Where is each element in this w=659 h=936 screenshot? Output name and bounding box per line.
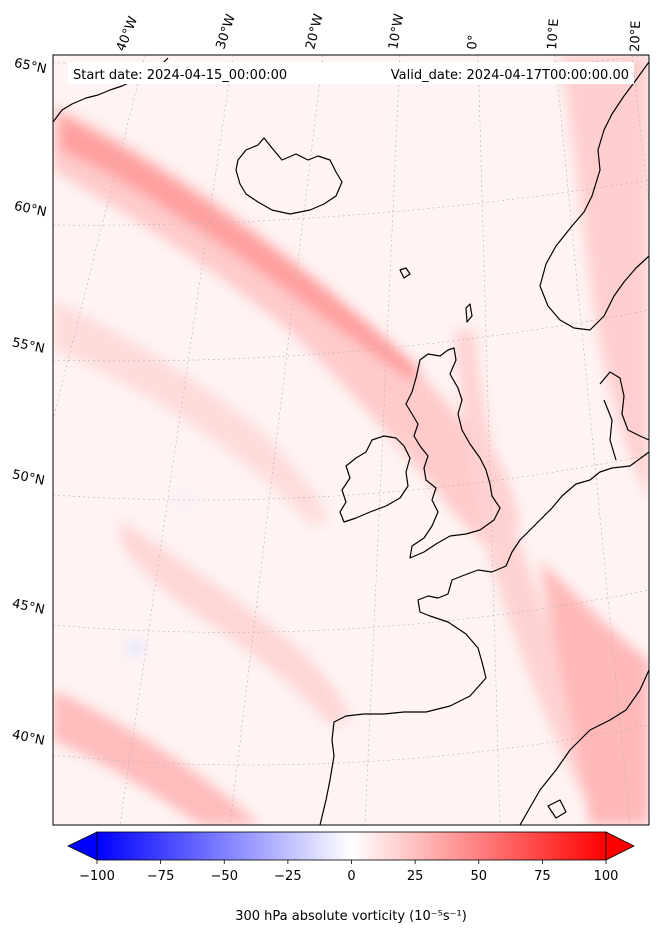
lat-label-50n: 50°N bbox=[11, 467, 46, 488]
colorbar-tick-label: 100 bbox=[594, 869, 619, 884]
colorbar-gradient bbox=[96, 831, 607, 861]
vorticity-band-southwest bbox=[53, 690, 260, 825]
map-frame bbox=[52, 54, 650, 826]
coastline-denmark bbox=[599, 371, 649, 461]
graticule-meridian-10e bbox=[554, 55, 631, 825]
vorticity-field bbox=[53, 55, 649, 825]
lon-label-0: 0° bbox=[465, 34, 481, 50]
graticule-meridian-10w bbox=[364, 55, 401, 825]
colorbar-tick-label: −50 bbox=[211, 869, 238, 884]
lat-label-65n: 65°N bbox=[13, 56, 48, 77]
colorbar-tick-label: −25 bbox=[274, 869, 301, 884]
start-date-label: Start date: 2024-04-15_00:00:00 bbox=[73, 68, 287, 83]
colorbar-tick-label: 25 bbox=[407, 869, 424, 884]
valid-date-label: Valid_date: 2024-04-17T00:00:00.00 bbox=[391, 68, 629, 83]
lat-label-60n: 60°N bbox=[13, 199, 48, 220]
vorticity-band-central bbox=[120, 520, 350, 725]
vorticity-band-northeast bbox=[560, 55, 649, 500]
colorbar-ticks: −100 −75 −50 −25 0 25 50 75 100 bbox=[79, 860, 618, 884]
lon-label-20w: 20°W bbox=[303, 12, 326, 51]
vorticity-band-core bbox=[60, 115, 420, 380]
lat-label-40n: 40°N bbox=[11, 727, 46, 748]
date-header-box bbox=[68, 62, 634, 84]
coastline-great-britain bbox=[405, 347, 501, 559]
coastline-faroe bbox=[399, 267, 411, 279]
colorbar-tick-label: −100 bbox=[79, 869, 115, 884]
graticule-meridian-20w bbox=[229, 55, 324, 825]
graticule bbox=[53, 55, 649, 825]
coastline-shetland bbox=[465, 303, 473, 323]
lat-label-45n: 45°N bbox=[11, 596, 46, 617]
longitude-labels: 40°W 30°W 20°W 10°W 0° 10°E 20°E bbox=[114, 12, 644, 53]
colorbar-tick-label: 75 bbox=[534, 869, 551, 884]
coastline-corsica bbox=[547, 799, 567, 819]
coastline-continent bbox=[417, 451, 649, 679]
coastline-iberia bbox=[319, 669, 649, 825]
coastline-iceland bbox=[235, 137, 343, 215]
colorbar-extend-min bbox=[67, 831, 98, 861]
vorticity-band-west bbox=[53, 300, 330, 525]
vorticity-negative-patch-2 bbox=[177, 496, 193, 504]
map-area bbox=[53, 55, 649, 825]
coastline-norway bbox=[539, 61, 649, 331]
vorticity-band-main bbox=[53, 105, 520, 560]
coastline-ireland bbox=[339, 435, 411, 523]
lon-label-40w: 40°W bbox=[114, 14, 141, 53]
colorbar-label: 300 hPa absolute vorticity (10⁻⁵s⁻¹) bbox=[235, 909, 467, 924]
graticule-meridian-0 bbox=[477, 55, 501, 825]
colorbar: −100 −75 −50 −25 0 25 50 75 100 300 hPa absolute… bbox=[67, 831, 635, 924]
lon-label-20e: 20°E bbox=[628, 20, 644, 52]
colorbar-tick-label: 0 bbox=[347, 869, 355, 884]
lon-label-10e: 10°E bbox=[545, 18, 562, 50]
colorbar-extend-max bbox=[605, 831, 635, 861]
lat-label-55n: 55°N bbox=[11, 335, 46, 356]
coastlines bbox=[53, 57, 649, 825]
lon-label-10w: 10°W bbox=[386, 13, 407, 51]
colorbar-tick-label: 50 bbox=[470, 869, 487, 884]
vorticity-band-iberia bbox=[540, 560, 649, 825]
latitude-labels: 65°N 60°N 55°N 50°N 45°N 40°N bbox=[11, 56, 48, 749]
vorticity-negative-patch bbox=[125, 642, 145, 654]
lon-label-30w: 30°W bbox=[214, 12, 239, 51]
colorbar-tick-label: −75 bbox=[147, 869, 174, 884]
